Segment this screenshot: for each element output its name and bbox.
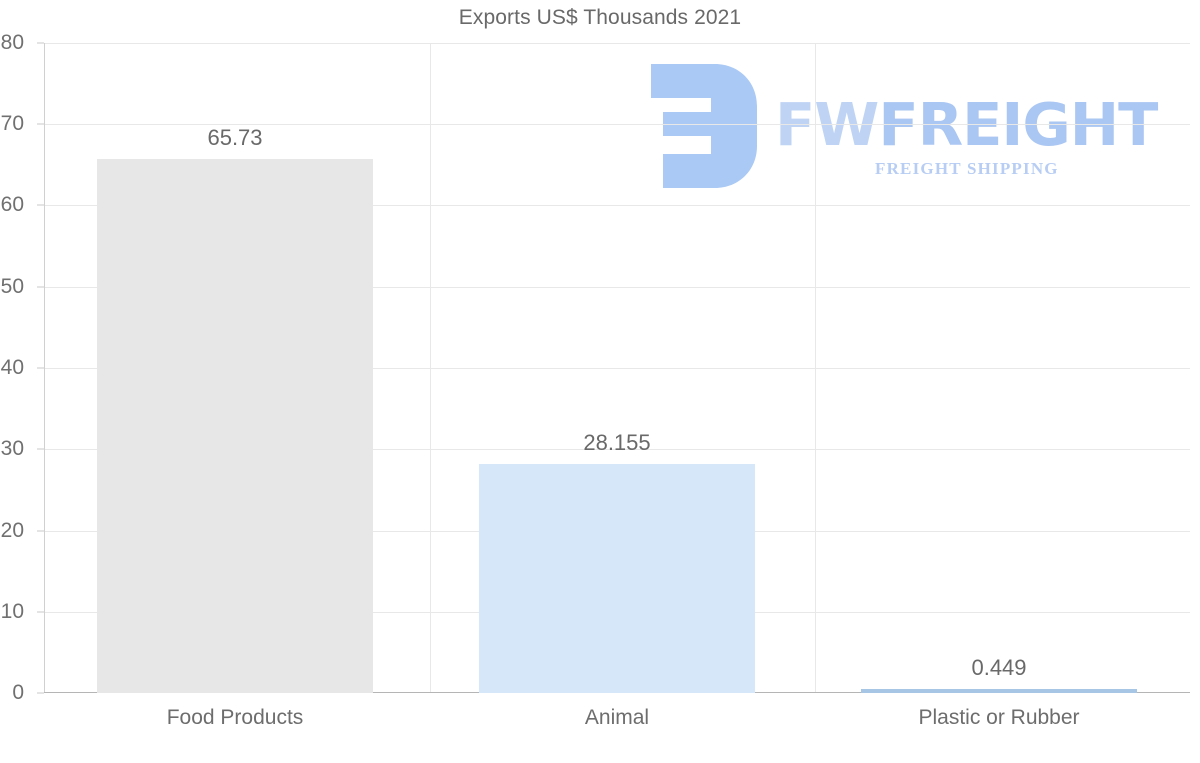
ytick-label-50: 50 [0,275,24,298]
ytick-dash-30 [37,448,44,450]
gridline-vertical-1 [430,43,431,693]
gridline-80 [44,43,1190,44]
gridline-70 [44,124,1190,125]
bar-value-label-food-products: 65.73 [207,124,263,150]
y-axis-line [44,43,45,693]
ytick-label-40: 40 [0,356,24,379]
ytick-dash-10 [37,611,44,613]
ytick-dash-50 [37,286,44,288]
bar-plastic-or-rubber[interactable] [861,689,1137,693]
bar-value-label-plastic-or-rubber: 0.449 [971,655,1027,680]
gridline-vertical-2 [815,43,816,693]
ytick-dash-0 [37,692,44,694]
ytick-dash-80 [37,42,44,44]
xtick-label-plastic-or-rubber: Plastic or Rubber [918,706,1080,729]
ytick-label-20: 20 [0,519,24,542]
plot-area: 80 70 60 50 40 30 20 10 0 65.73 28.155 0… [1,31,1190,704]
ytick-dash-70 [37,123,44,125]
gridline-50 [44,287,1190,288]
chart-title: Exports US$ Thousands 2021 [458,6,742,29]
ytick-label-10: 10 [0,600,24,623]
bar-food-products[interactable] [97,158,373,693]
bar-animal[interactable] [479,464,755,693]
gridline-30 [44,449,1190,450]
gridline-40 [44,368,1190,369]
ytick-label-30: 30 [0,437,24,460]
xtick-label-animal: Animal [584,706,650,729]
ytick-label-80: 80 [0,31,24,54]
ytick-dash-60 [37,204,44,206]
gridline-60 [44,205,1190,206]
ytick-label-60: 60 [0,193,24,216]
bar-value-label-animal: 28.155 [583,430,651,456]
ytick-dash-40 [37,367,44,369]
xtick-label-food-products: Food Products [166,706,304,729]
ytick-label-0: 0 [12,681,24,704]
ytick-dash-20 [37,530,44,532]
ytick-label-70: 70 [0,112,24,135]
